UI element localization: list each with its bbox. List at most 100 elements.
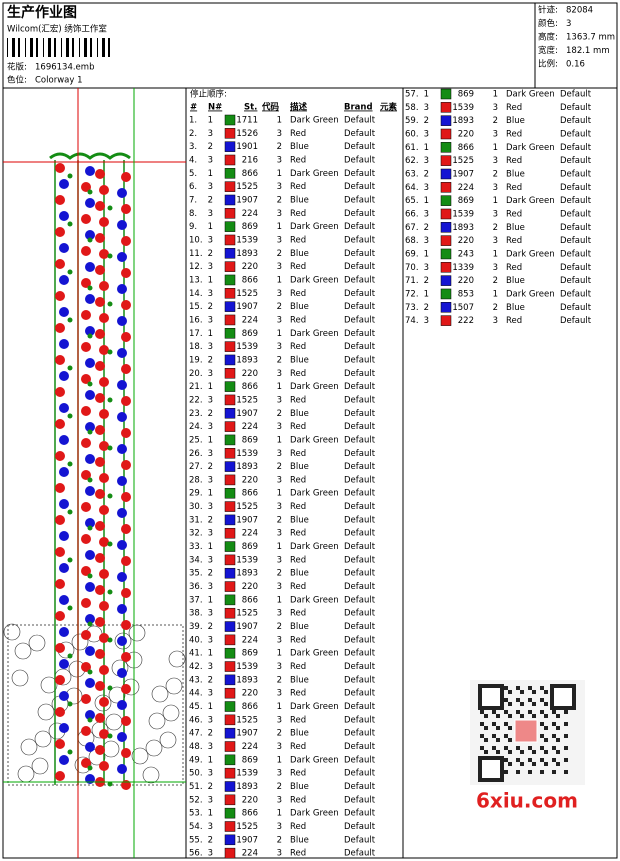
stitches: 1893	[452, 223, 474, 233]
brand: Default	[560, 90, 592, 100]
qr-cell	[504, 758, 508, 762]
qr-cell	[556, 738, 560, 742]
qr-cell	[564, 746, 568, 750]
brand: Default	[344, 582, 376, 592]
flower	[117, 476, 127, 486]
flower	[117, 508, 127, 518]
sketch	[20, 738, 38, 756]
flower	[99, 409, 109, 419]
description: Dark Green	[506, 249, 555, 259]
flower	[117, 572, 127, 582]
flower	[81, 758, 91, 768]
needle: 3	[208, 849, 213, 859]
code: 3	[277, 689, 282, 699]
flower	[99, 249, 109, 259]
flower	[117, 732, 127, 742]
row-number: 60.	[405, 129, 419, 139]
needle: 3	[208, 582, 213, 592]
brand: Default	[560, 223, 592, 233]
description: Red	[290, 822, 306, 832]
code: 1	[277, 435, 282, 445]
color-swatch	[224, 541, 236, 552]
border-motif	[49, 152, 131, 160]
info-value: 0.16	[566, 60, 585, 70]
qr-cell	[540, 686, 544, 690]
row-number: 2.	[189, 129, 197, 139]
description: Red	[506, 209, 522, 219]
brand: Default	[344, 449, 376, 459]
brand: Default	[344, 355, 376, 365]
flower	[85, 390, 95, 400]
stitches: 1539	[236, 769, 258, 779]
row-number: 32.	[189, 529, 203, 539]
qr-cell	[508, 750, 512, 754]
needle: 3	[424, 129, 429, 139]
flower	[81, 470, 91, 480]
sketch	[17, 765, 35, 783]
flower	[81, 534, 91, 544]
needle: 2	[424, 223, 429, 233]
brand: Default	[344, 395, 376, 405]
row-number: 18.	[189, 342, 203, 352]
row-number: 8.	[189, 209, 197, 219]
color-swatch	[224, 114, 236, 126]
design-preview	[3, 88, 186, 858]
stitches: 224	[242, 742, 258, 752]
studio: Wilcom(汇宏) 绣饰工作室	[7, 24, 107, 35]
code: 1	[277, 595, 282, 605]
stitches: 220	[242, 795, 258, 805]
code: 1	[277, 649, 282, 659]
description: Dark Green	[290, 702, 339, 712]
brand: Default	[344, 502, 376, 512]
sketch	[34, 730, 52, 748]
code: 3	[493, 156, 498, 166]
needle: 1	[208, 649, 213, 659]
row-number: 62.	[405, 156, 419, 166]
flower	[59, 563, 69, 573]
row-number: 55.	[189, 835, 203, 845]
code: 1	[277, 489, 282, 499]
row-number: 24.	[189, 422, 203, 432]
color-swatch	[224, 727, 236, 739]
code: 3	[277, 182, 282, 192]
code: 3	[493, 263, 498, 273]
color-swatch	[224, 234, 236, 246]
color-swatch	[224, 261, 236, 272]
qr-cell	[504, 686, 508, 690]
needle: 1	[208, 702, 213, 712]
leaf	[67, 317, 73, 323]
color-swatch	[440, 195, 452, 206]
brand: Default	[560, 289, 592, 299]
flower	[117, 188, 127, 198]
stitches: 224	[242, 849, 258, 859]
color-swatch	[224, 194, 236, 206]
row-number: 45.	[189, 702, 203, 712]
flower	[59, 595, 69, 605]
bar	[84, 38, 87, 57]
code: 1	[493, 90, 498, 100]
qr-cell	[544, 726, 548, 730]
row-number: 66.	[405, 209, 419, 219]
stitches: 1339	[452, 263, 474, 273]
color-swatch	[224, 301, 236, 312]
color-swatch	[440, 315, 452, 326]
code: 1	[493, 249, 498, 259]
flower	[85, 166, 95, 176]
description: Red	[290, 742, 306, 752]
brand: Default	[344, 515, 376, 525]
leaf	[107, 445, 113, 451]
row-number: 52.	[189, 795, 203, 805]
sketch	[102, 740, 120, 758]
row-number: 56.	[189, 849, 203, 859]
brand: Default	[344, 702, 376, 712]
qr-cell	[492, 722, 496, 726]
row-number: 44.	[189, 689, 203, 699]
needle: 3	[208, 289, 213, 299]
row-number: 22.	[189, 395, 203, 405]
stitches: 1525	[236, 822, 258, 832]
flower	[121, 652, 131, 662]
stitches: 1539	[236, 342, 258, 352]
description: Blue	[290, 569, 309, 579]
flower	[55, 323, 65, 333]
sketch	[14, 642, 32, 660]
